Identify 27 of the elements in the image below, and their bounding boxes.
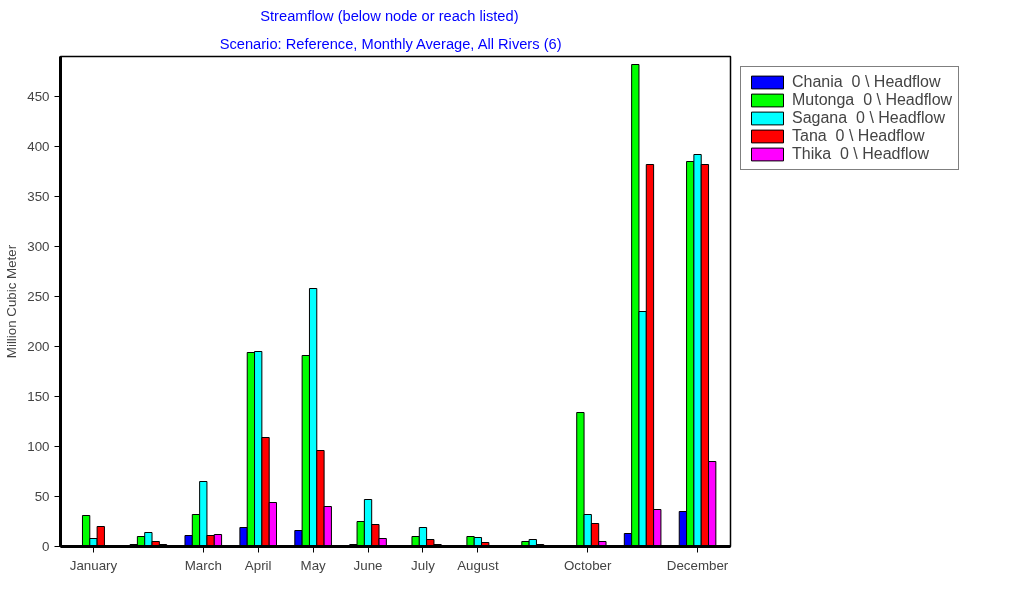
y-tick-label: 200 <box>27 339 50 354</box>
legend-label: Tana 0 \ Headflow <box>792 127 925 145</box>
x-tick-label: July <box>411 557 436 573</box>
x-tick-label: June <box>353 557 383 573</box>
y-tick-label: 100 <box>27 439 50 454</box>
x-tick-label: May <box>300 557 327 573</box>
y-tick-label: 50 <box>34 489 50 504</box>
legend-label: Chania 0 \ Headflow <box>792 73 941 91</box>
x-tick-label: January <box>69 557 118 573</box>
x-tick-label: April <box>244 557 272 573</box>
y-tick-label: 0 <box>42 539 50 554</box>
legend-label: Mutonga 0 \ Headflow <box>792 91 953 109</box>
y-tick-label: 350 <box>27 189 50 204</box>
y-tick-label: 250 <box>27 289 50 304</box>
y-tick-label: 150 <box>27 389 50 404</box>
chart-title: Streamflow (below node or reach listed) <box>260 7 519 24</box>
y-tick-label: 450 <box>27 89 50 104</box>
x-tick-label: December <box>666 557 729 573</box>
y-axis-title: Million Cubic Meter <box>4 244 20 359</box>
legend-label: Sagana 0 \ Headflow <box>792 109 945 127</box>
y-tick-label: 400 <box>27 139 50 154</box>
x-tick-label: August <box>457 557 499 573</box>
y-tick-label: 300 <box>27 239 50 254</box>
x-tick-label: October <box>564 557 612 573</box>
legend-label: Thika 0 \ Headflow <box>792 145 929 163</box>
chart-subtitle: Scenario: Reference, Monthly Average, All Rivers (6) <box>219 35 562 52</box>
x-tick-label: March <box>184 557 222 573</box>
